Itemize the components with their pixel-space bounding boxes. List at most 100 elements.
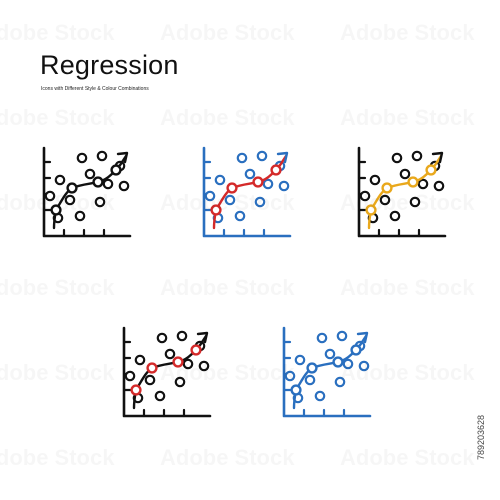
- regression-node: [190, 344, 202, 356]
- regression-node: [365, 204, 377, 216]
- scatter-point: [156, 332, 168, 344]
- regression-node: [172, 356, 184, 368]
- scatter-point: [234, 210, 246, 222]
- regression-icon-black: [30, 138, 140, 248]
- scatter-point: [134, 354, 146, 366]
- regression-icon-svg: [202, 146, 292, 238]
- scatter-point: [342, 358, 354, 370]
- scatter-point: [214, 174, 226, 186]
- regression-node: [130, 384, 142, 396]
- regression-icon-blue: [270, 318, 380, 428]
- scatter-point: [389, 210, 401, 222]
- scatter-point: [324, 348, 336, 360]
- scatter-point: [118, 180, 130, 192]
- scatter-point: [304, 374, 316, 386]
- regression-node: [270, 164, 282, 176]
- arrow-head: [356, 331, 369, 344]
- regression-icon-svg: [42, 146, 132, 238]
- title: Regression: [40, 50, 179, 80]
- scatter-point: [154, 390, 166, 402]
- scatter-point: [359, 190, 371, 202]
- regression-node: [210, 204, 222, 216]
- regression-node: [92, 176, 104, 188]
- scatter-point: [278, 180, 290, 192]
- watermark-text: Adobe Stock: [340, 445, 474, 471]
- scatter-point: [84, 168, 96, 180]
- regression-icon-black-yellow: [345, 138, 455, 248]
- regression-node: [110, 164, 122, 176]
- scatter-point: [174, 376, 186, 388]
- watermark-text: Adobe Stock: [160, 275, 294, 301]
- scatter-point: [76, 152, 88, 164]
- scatter-point: [64, 194, 76, 206]
- regression-node: [306, 362, 318, 374]
- watermark-text: Adobe Stock: [0, 105, 114, 131]
- scatter-point: [399, 168, 411, 180]
- regression-icon-svg: [122, 326, 212, 418]
- scatter-point: [433, 180, 445, 192]
- regression-icon-svg: [357, 146, 447, 238]
- scatter-point: [236, 152, 248, 164]
- arrow-head: [276, 151, 289, 164]
- regression-node: [407, 176, 419, 188]
- regression-node: [290, 384, 302, 396]
- scatter-point: [369, 174, 381, 186]
- scatter-point: [198, 360, 210, 372]
- watermark-text: Adobe Stock: [0, 20, 114, 46]
- regression-node: [350, 344, 362, 356]
- scatter-point: [74, 210, 86, 222]
- regression-node: [50, 204, 62, 216]
- scatter-point: [256, 150, 268, 162]
- scatter-point: [96, 150, 108, 162]
- arrow-head: [116, 151, 129, 164]
- scatter-point: [94, 196, 106, 208]
- scatter-point: [176, 330, 188, 342]
- scatter-point: [204, 190, 216, 202]
- watermark-text: Adobe Stock: [0, 445, 114, 471]
- scatter-point: [262, 178, 274, 190]
- scatter-point: [314, 390, 326, 402]
- scatter-point: [358, 360, 370, 372]
- arrow-head: [196, 331, 209, 344]
- scatter-point: [254, 196, 266, 208]
- watermark-text: Adobe Stock: [160, 445, 294, 471]
- regression-node: [381, 182, 393, 194]
- regression-node: [226, 182, 238, 194]
- regression-icon-blue-red: [190, 138, 300, 248]
- scatter-point: [102, 178, 114, 190]
- arrow-head: [431, 151, 444, 164]
- subtitle: Icons with Different Style & Colour Comb…: [41, 86, 149, 92]
- watermark-text: Adobe Stock: [340, 105, 474, 131]
- scatter-point: [379, 194, 391, 206]
- scatter-point: [316, 332, 328, 344]
- scatter-point: [124, 370, 136, 382]
- scatter-point: [182, 358, 194, 370]
- scatter-point: [224, 194, 236, 206]
- scatter-point: [44, 190, 56, 202]
- scatter-point: [244, 168, 256, 180]
- watermark-text: Adobe Stock: [340, 20, 474, 46]
- scatter-point: [409, 196, 421, 208]
- regression-node: [252, 176, 264, 188]
- scatter-point: [417, 178, 429, 190]
- watermark-text: Adobe Stock: [0, 360, 114, 386]
- watermark-text: Adobe Stock: [0, 275, 114, 301]
- stock-id: 789203628: [476, 414, 486, 460]
- regression-icon-black-red: [110, 318, 220, 428]
- scatter-point: [294, 354, 306, 366]
- scatter-point: [54, 174, 66, 186]
- watermark-text: Adobe Stock: [340, 275, 474, 301]
- watermark-text: Adobe Stock: [160, 20, 294, 46]
- regression-node: [146, 362, 158, 374]
- scatter-point: [164, 348, 176, 360]
- watermark-text: Adobe Stock: [160, 105, 294, 131]
- regression-node: [332, 356, 344, 368]
- scatter-point: [334, 376, 346, 388]
- scatter-point: [411, 150, 423, 162]
- scatter-point: [336, 330, 348, 342]
- scatter-point: [144, 374, 156, 386]
- regression-node: [66, 182, 78, 194]
- regression-icon-svg: [282, 326, 372, 418]
- scatter-point: [391, 152, 403, 164]
- scatter-point: [284, 370, 296, 382]
